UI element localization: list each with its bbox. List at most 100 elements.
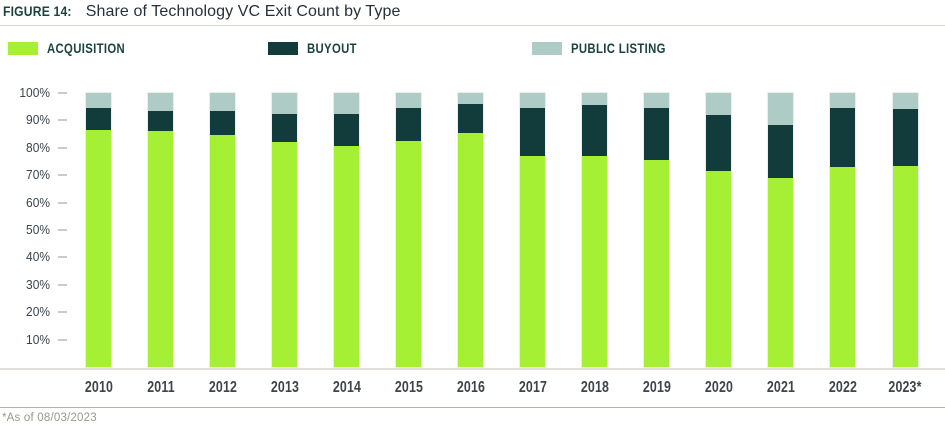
bar-segment-acquisition (148, 131, 174, 367)
figure-title: Share of Technology VC Exit Count by Typ… (85, 3, 401, 20)
bar-segment-buyout (706, 114, 732, 172)
bar-segment-buyout (644, 108, 670, 161)
x-axis-label: 2010 (84, 379, 113, 396)
stacked-bar-2017 (520, 93, 546, 367)
bar-segment-public_listing (458, 93, 484, 104)
x-axis-label: 2016 (456, 379, 485, 396)
y-axis-label: 50% (26, 222, 50, 237)
bar-segment-buyout (86, 108, 111, 130)
bar-segment-buyout (334, 113, 360, 147)
x-axis-label: 2020 (704, 379, 734, 396)
legend-swatch-buyout (268, 42, 298, 56)
y-axis-label: 80% (26, 139, 50, 155)
bar-segment-acquisition (396, 140, 422, 367)
x-axis-label: 2022 (828, 379, 858, 396)
y-axis-tick (58, 119, 67, 122)
stacked-bar-2014 (334, 93, 360, 367)
bar-segment-acquisition (272, 142, 298, 367)
x-axis-label: 2017 (518, 379, 547, 396)
stacked-bar-2023 (892, 93, 918, 367)
bar-segment-buyout (582, 105, 608, 157)
legend: ACQUISITION BUYOUT PUBLIC LISTING (0, 40, 945, 57)
y-axis-tick (58, 174, 67, 177)
bar-segment-buyout (520, 108, 546, 156)
bar-segment-buyout (210, 110, 236, 136)
bar-segment-buyout (148, 110, 174, 132)
y-axis-label: 70% (26, 167, 50, 183)
bar-segment-acquisition (210, 135, 236, 367)
figure-label: FIGURE 14: (3, 4, 72, 19)
legend-item-acquisition: ACQUISITION (8, 40, 140, 57)
y-axis-tick (58, 146, 67, 149)
stacked-bar-2012 (210, 93, 236, 367)
y-axis-label: 60% (26, 194, 50, 210)
bar-segment-public_listing (86, 93, 111, 109)
bar-segment-public_listing (706, 93, 732, 115)
bar-segment-acquisition (830, 166, 856, 367)
bar-segment-public_listing (396, 93, 422, 109)
stacked-bar-2020 (706, 93, 732, 367)
bar-segment-public_listing (210, 93, 236, 111)
bar-segment-acquisition (892, 165, 918, 367)
x-axis-label: 2015 (394, 379, 423, 396)
legend-item-buyout: BUYOUT (268, 40, 366, 57)
bar-segment-buyout (830, 108, 856, 167)
bar-segment-public_listing (892, 93, 918, 110)
legend-item-public-listing: PUBLIC LISTING (532, 40, 684, 57)
y-axis-tick (58, 201, 67, 204)
y-axis-tick (58, 311, 67, 314)
stacked-bar-2016 (458, 93, 484, 367)
bar-segment-buyout (458, 103, 484, 133)
footnote-divider (0, 407, 945, 408)
y-axis-tick (58, 229, 67, 231)
stacked-bar-2015 (396, 93, 422, 367)
bar-segment-acquisition (706, 171, 732, 367)
stacked-bar-2010 (86, 93, 111, 367)
bar-segment-acquisition (334, 146, 360, 367)
x-axis-label: 2014 (332, 379, 361, 396)
bar-segment-acquisition (582, 156, 608, 367)
stacked-bar-2013 (272, 93, 298, 367)
bar-segment-acquisition (458, 132, 484, 367)
y-axis-tick (58, 256, 67, 259)
legend-label-public-listing: PUBLIC LISTING (571, 41, 666, 57)
legend-swatch-public-listing (532, 42, 562, 56)
legend-label-acquisition: ACQUISITION (47, 41, 126, 57)
y-axis-tick (58, 283, 67, 286)
x-axis-label: 2013 (270, 379, 299, 396)
x-axis-label: 2023* (888, 379, 922, 396)
bar-segment-buyout (272, 113, 298, 143)
legend-label-buyout: BUYOUT (307, 41, 357, 57)
bar-segment-buyout (768, 124, 794, 178)
y-axis-label: 30% (26, 276, 50, 292)
bar-segment-public_listing (644, 93, 670, 109)
y-axis-label: 40% (26, 249, 50, 265)
bar-segment-public_listing (272, 93, 298, 114)
figure-header: FIGURE 14: Share of Technology VC Exit C… (3, 3, 401, 23)
y-axis-label: 90% (26, 112, 50, 128)
stacked-bar-2019 (644, 93, 670, 367)
stacked-bar-2018 (582, 93, 608, 367)
footnote: *As of 08/03/2023 (2, 412, 97, 424)
bar-segment-acquisition (86, 129, 111, 367)
stacked-bar-2011 (148, 93, 174, 367)
legend-swatch-acquisition (8, 42, 38, 56)
bar-segment-public_listing (582, 93, 608, 106)
x-axis-label: 2012 (208, 379, 237, 396)
x-axis-label: 2019 (642, 379, 671, 396)
y-axis-tick (58, 92, 67, 94)
title-divider (0, 25, 945, 26)
y-axis-label: 20% (26, 304, 50, 320)
y-axis-label: 10% (26, 331, 50, 347)
stacked-bar-2022 (830, 93, 856, 367)
bar-segment-acquisition (520, 156, 546, 367)
x-axis-label: 2021 (766, 379, 796, 396)
x-axis-label: 2011 (146, 379, 175, 396)
bar-segment-buyout (396, 108, 422, 141)
y-axis-label: 100% (19, 85, 50, 100)
stacked-bar-2021 (768, 93, 794, 367)
y-axis-tick (58, 338, 67, 341)
x-axis-line (0, 368, 945, 370)
chart-area: 100% 90% 80% 70% 60% 50% 40% 30% 20% 10% (0, 85, 945, 367)
